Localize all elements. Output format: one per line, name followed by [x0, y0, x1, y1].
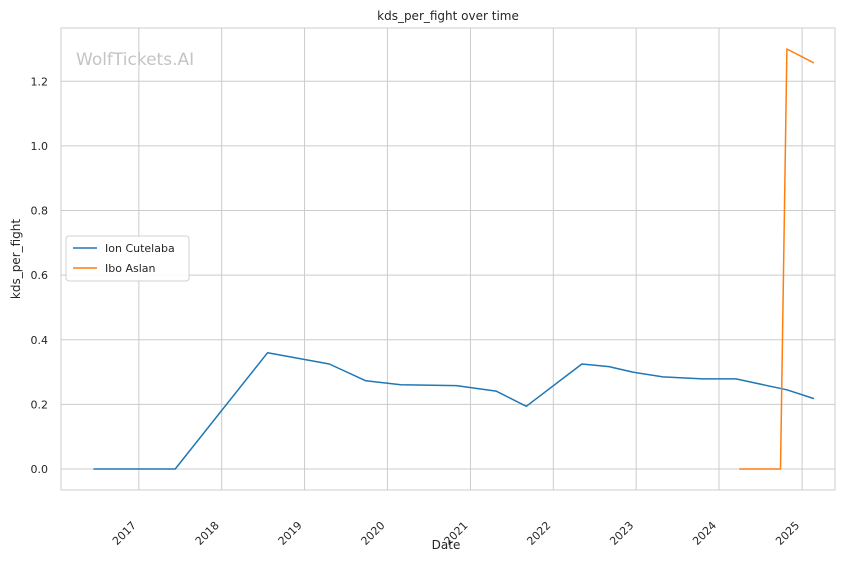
legend-label-ibo-aslan: Ibo Aslan: [105, 262, 156, 275]
legend-label-ion-cutelaba: Ion Cutelaba: [105, 242, 175, 255]
y-axis: 0.0 0.2 0.4 0.6 0.8 1.0 1.2: [31, 75, 49, 476]
watermark: WolfTickets.AI: [76, 50, 194, 70]
y-tick-label: 1.2: [31, 75, 49, 88]
series-line-ibo-aslan: [739, 48, 815, 470]
y-tick-label: 0.4: [31, 334, 49, 347]
y-tick-label: 0.6: [31, 269, 49, 282]
grid: [61, 28, 835, 490]
legend: Ion Cutelaba Ibo Aslan: [65, 235, 190, 282]
plot-frame: [60, 27, 836, 491]
y-tick-label: 0.0: [31, 463, 49, 476]
chart-title: kds_per_fight over time: [377, 9, 519, 23]
y-tick-label: 0.8: [31, 205, 49, 218]
series-line-ion-cutelaba: [93, 351, 815, 470]
y-axis-label: kds_per_fight: [9, 219, 23, 300]
y-tick-label: 1.0: [31, 140, 49, 153]
x-axis-label: Date: [432, 538, 461, 552]
y-tick-label: 0.2: [31, 398, 49, 411]
series-lines: [93, 48, 815, 470]
